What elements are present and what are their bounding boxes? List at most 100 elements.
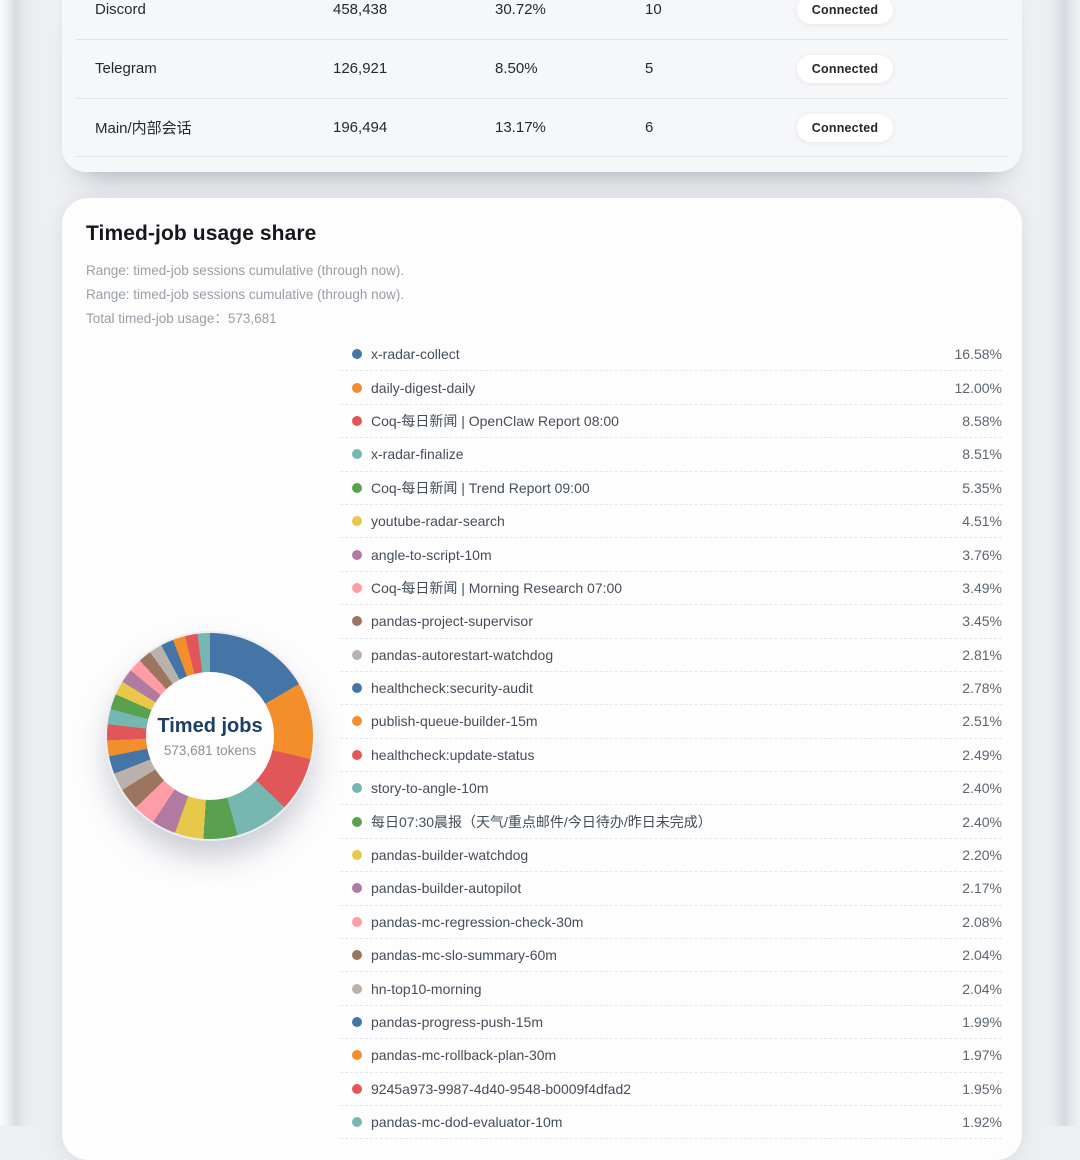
legend-color-dot [352, 582, 362, 593]
legend-item[interactable]: angle-to-script-10m 3.76% [340, 538, 1002, 572]
account-sessions: 5 [645, 60, 654, 77]
left-edge-shadow [0, 0, 34, 1126]
legend-item[interactable]: 每日07:30晨报（天气/重点邮件/今日待办/昨日未完成） 2.40% [340, 805, 1002, 839]
legend-color-dot [352, 783, 362, 794]
legend-item[interactable]: story-to-angle-10m 2.40% [340, 772, 1002, 806]
legend-percent: 2.40% [962, 813, 1002, 830]
legend-item[interactable]: pandas-progress-push-15m 1.99% [340, 1006, 1002, 1040]
legend-percent: 1.92% [962, 1114, 1002, 1131]
donut-center-subtitle: 573,681 tokens [163, 742, 257, 758]
timed-job-usage-card: Timed-job usage share Range: timed-job s… [62, 198, 1022, 1160]
legend-item[interactable]: Coq-每日新闻 | OpenClaw Report 08:00 8.58% [340, 405, 1002, 439]
range-line-2: Range: timed-job sessions cumulative (th… [86, 287, 405, 302]
legend-percent: 2.78% [962, 680, 1002, 697]
legend-item[interactable]: x-radar-finalize 8.51% [340, 438, 1002, 472]
legend-label: Coq-每日新闻 | Morning Research 07:00 [371, 579, 623, 596]
legend-percent: 3.76% [962, 546, 1002, 563]
legend-color-dot [352, 1050, 362, 1061]
legend-percent: 2.49% [962, 746, 1002, 763]
legend-item[interactable]: pandas-autorestart-watchdog 2.81% [340, 639, 1002, 672]
legend-percent: 2.20% [962, 847, 1002, 864]
legend-item[interactable]: pandas-builder-autopilot 2.17% [340, 872, 1002, 906]
account-tokens: 126,921 [333, 60, 388, 77]
legend-color-dot [352, 482, 362, 493]
legend-color-dot [352, 415, 362, 426]
table-row[interactable]: Discord 458,438 30.72% 10 Connected [62, 0, 1022, 39]
legend-percent: 1.95% [962, 1080, 1002, 1097]
legend-label: healthcheck:update-status [371, 746, 535, 763]
status-badge: Connected [796, 0, 894, 24]
legend-label: pandas-mc-dod-evaluator-10m [371, 1114, 563, 1131]
legend-percent: 2.04% [962, 980, 1002, 997]
legend-percent: 4.51% [962, 513, 1002, 530]
legend-color-dot [352, 683, 362, 694]
legend-label: 9245a973-9987-4d40-9548-b0009f4dfad2 [371, 1080, 632, 1097]
accounts-table-card: Discord 458,438 30.72% 10 Connected Tele… [62, 0, 1022, 172]
legend-item[interactable]: daily-digest-daily 12.00% [340, 371, 1002, 405]
table-row[interactable]: Telegram 126,921 8.50% 5 Connected [62, 39, 1022, 98]
legend-label: pandas-autorestart-watchdog [371, 646, 554, 663]
legend-label: pandas-mc-regression-check-30m [371, 913, 584, 930]
right-edge-shadow [1046, 0, 1080, 1126]
legend-item[interactable]: Coq-每日新闻 | Trend Report 09:00 5.35% [340, 472, 1002, 505]
legend-label: x-radar-finalize [371, 446, 464, 463]
legend-item[interactable]: healthcheck:security-audit 2.78% [340, 672, 1002, 706]
account-name: Discord [95, 1, 146, 18]
legend-item[interactable]: 9245a973-9987-4d40-9548-b0009f4dfad2 1.9… [340, 1073, 1002, 1106]
legend-item[interactable]: pandas-mc-regression-check-30m 2.08% [340, 906, 1002, 940]
account-status-cell: Connected [745, 113, 945, 142]
legend-label: healthcheck:security-audit [371, 680, 533, 697]
account-tokens: 458,438 [333, 1, 388, 18]
status-badge: Connected [796, 113, 894, 142]
legend-percent: 3.45% [962, 613, 1002, 630]
legend-color-dot [352, 349, 362, 360]
legend-color-dot [352, 1017, 362, 1027]
legend-label: pandas-builder-watchdog [371, 847, 529, 864]
legend-label: pandas-builder-autopilot [371, 880, 522, 897]
legend-label: Coq-每日新闻 | Trend Report 09:00 [371, 479, 590, 496]
legend-color-dot [352, 616, 362, 627]
legend-color-dot [352, 549, 362, 560]
legend-color-dot [352, 449, 362, 460]
legend-item[interactable]: healthcheck:update-status 2.49% [340, 739, 1002, 773]
legend-percent: 2.08% [962, 913, 1002, 930]
legend-percent: 16.58% [954, 346, 1002, 363]
legend-percent: 3.49% [962, 579, 1002, 596]
legend-item[interactable]: pandas-mc-slo-summary-60m 2.04% [340, 939, 1002, 973]
accounts-table: Discord 458,438 30.72% 10 Connected Tele… [62, 0, 1022, 157]
legend-percent: 2.81% [962, 646, 1002, 663]
legend-color-dot [352, 916, 362, 927]
account-share: 30.72% [495, 1, 546, 18]
legend-percent: 8.51% [962, 446, 1002, 463]
account-tokens: 196,494 [333, 119, 388, 136]
legend-item[interactable]: pandas-project-supervisor 3.45% [340, 605, 1002, 639]
donut-center-title: Timed jobs [157, 714, 263, 737]
legend-label: angle-to-script-10m [371, 546, 492, 563]
legend-label: pandas-project-supervisor [371, 613, 533, 630]
usage-card-header: Timed-job usage share Range: timed-job s… [62, 198, 1022, 331]
legend-label: Coq-每日新闻 | OpenClaw Report 08:00 [371, 412, 619, 429]
account-share: 8.50% [495, 60, 538, 77]
legend-label: story-to-angle-10m [371, 780, 489, 797]
account-status-cell: Connected [745, 54, 945, 83]
legend-label: daily-digest-daily [371, 379, 476, 396]
legend-label: publish-queue-builder-15m [371, 713, 538, 730]
legend-color-dot [352, 983, 362, 994]
legend-percent: 12.00% [954, 379, 1002, 396]
legend-item[interactable]: youtube-radar-search 4.51% [340, 505, 1002, 539]
account-name: Main/内部会话 [95, 120, 192, 137]
legend-color-dot [352, 749, 362, 760]
card-title: Timed-job usage share [86, 222, 317, 245]
table-row[interactable]: Main/内部会话 196,494 13.17% 6 Connected [62, 98, 1022, 157]
legend-item[interactable]: publish-queue-builder-15m 2.51% [340, 705, 1002, 739]
legend-item[interactable]: hn-top10-morning 2.04% [340, 972, 1002, 1006]
legend-item[interactable]: Coq-每日新闻 | Morning Research 07:00 3.49% [340, 572, 1002, 606]
legend-color-dot [352, 850, 362, 861]
legend-item[interactable]: pandas-builder-watchdog 2.20% [340, 839, 1002, 873]
legend-item[interactable]: x-radar-collect 16.58% [340, 338, 1002, 372]
donut-center: Timed jobs 573,681 tokens [146, 672, 274, 800]
legend-item[interactable]: pandas-mc-rollback-plan-30m 1.97% [340, 1039, 1002, 1073]
donut-chart-wrap: Timed jobs 573,681 tokens [107, 633, 313, 839]
range-line-1: Range: timed-job sessions cumulative (th… [86, 263, 405, 278]
legend-item[interactable]: pandas-mc-dod-evaluator-10m 1.92% [340, 1106, 1002, 1140]
